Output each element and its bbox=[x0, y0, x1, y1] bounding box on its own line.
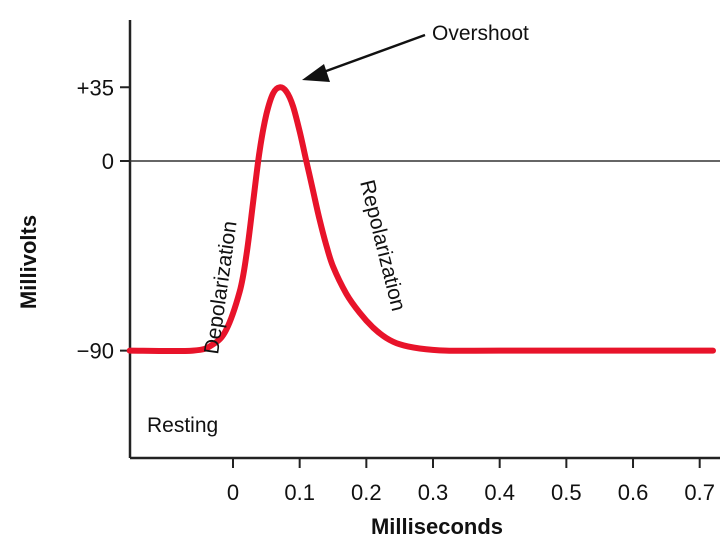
x-tick-label: 0.4 bbox=[484, 480, 515, 505]
annotation-repolarization: Repolarization bbox=[355, 178, 410, 314]
y-axis-title: Millivolts bbox=[16, 215, 41, 309]
membrane-potential-line bbox=[126, 84, 716, 355]
x-axis-title: Milliseconds bbox=[371, 514, 503, 539]
x-axis-ticks: 0 0.1 0.2 0.3 0.4 0.5 0.6 0.7 bbox=[227, 458, 715, 505]
annotation-resting: Resting bbox=[147, 414, 218, 437]
x-tick-label: 0.3 bbox=[418, 480, 449, 505]
x-tick-label: 0.2 bbox=[351, 480, 382, 505]
y-tick-label: +35 bbox=[77, 75, 114, 100]
x-tick-label: 0.6 bbox=[618, 480, 649, 505]
annotation-depolarization: Depolarization bbox=[200, 220, 241, 356]
x-tick-label: 0.1 bbox=[284, 480, 315, 505]
y-tick-label: 0 bbox=[102, 149, 114, 174]
y-axis-ticks: +35 0 −90 bbox=[77, 75, 130, 364]
overshoot-arrow bbox=[302, 33, 426, 82]
x-tick-label: 0 bbox=[227, 480, 239, 505]
overshoot-arrow-shaft bbox=[317, 33, 426, 76]
y-tick-label: −90 bbox=[77, 339, 114, 364]
x-tick-label: 0.5 bbox=[551, 480, 582, 505]
annotation-overshoot: Overshoot bbox=[432, 22, 529, 45]
overshoot-arrow-head bbox=[302, 64, 330, 82]
x-tick-label: 0.7 bbox=[684, 480, 715, 505]
